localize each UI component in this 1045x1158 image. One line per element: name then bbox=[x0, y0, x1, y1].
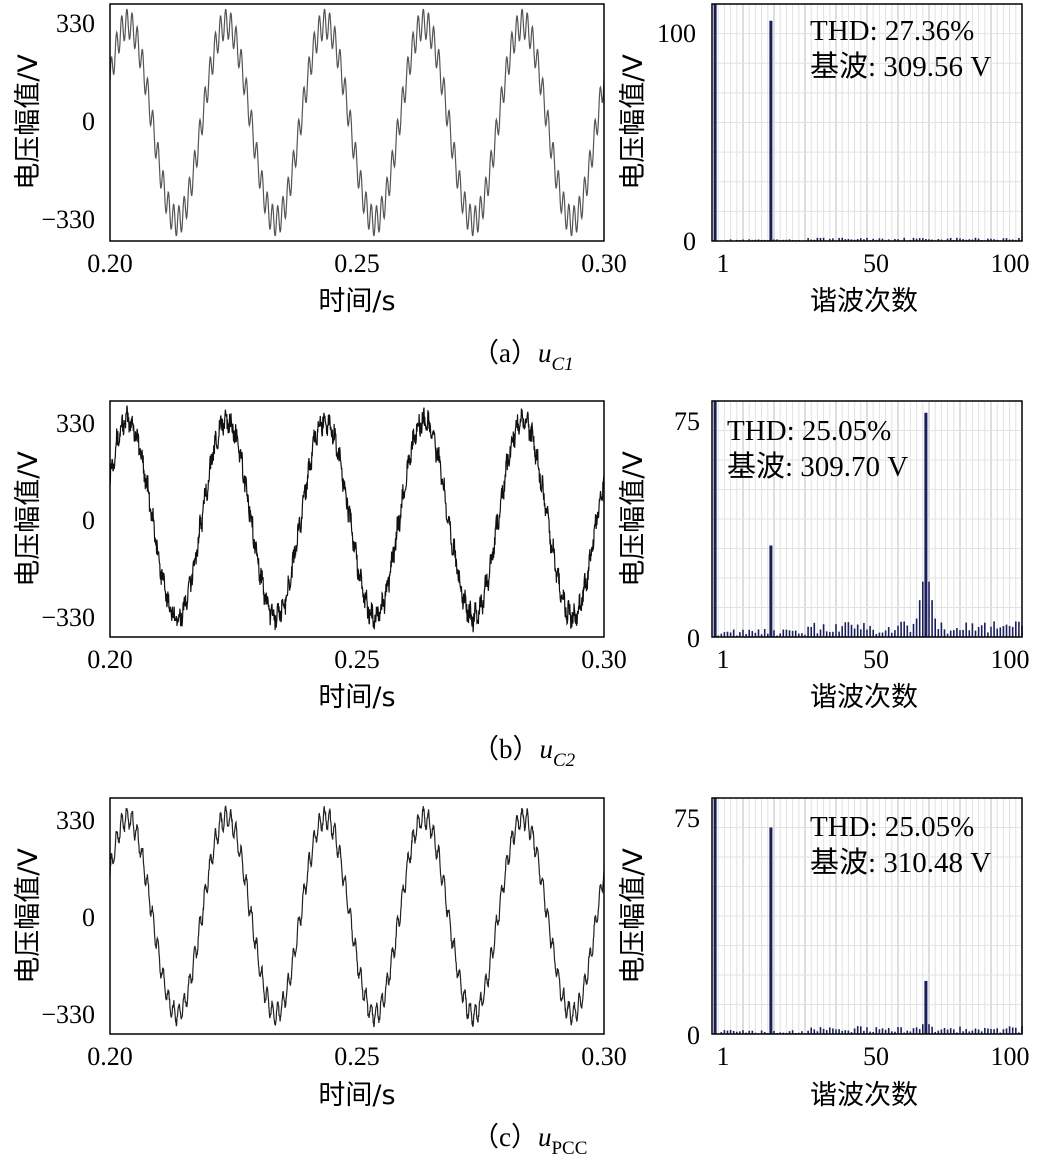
wave-xtick-left: 0.20 bbox=[87, 249, 133, 278]
caption-symbol: u bbox=[538, 1122, 552, 1152]
thd-annotation: THD: 27.36% bbox=[810, 15, 974, 47]
caption-b: （b）uC2 bbox=[472, 734, 576, 771]
wave-plot bbox=[109, 8, 605, 237]
caption-symbol: u bbox=[540, 734, 554, 764]
spec-xtick-1: 1 bbox=[717, 1042, 730, 1071]
wave-ytick-bottom: −330 bbox=[41, 205, 95, 234]
fundamental-annotation: 基波: 309.70 V bbox=[727, 450, 908, 483]
wave-frame bbox=[109, 797, 605, 1035]
row-c: 330 0 −330 0.20 0.25 0.30 时间/s 电压幅值/V 75… bbox=[13, 797, 1030, 1158]
caption-symbol: u bbox=[538, 338, 552, 368]
wave-ylabel: 电压幅值/V bbox=[13, 54, 44, 190]
thd-annotation: THD: 25.05% bbox=[727, 415, 891, 447]
wave-ytick-bottom: −330 bbox=[41, 1000, 95, 1029]
spec-xlabel: 谐波次数 bbox=[810, 286, 918, 317]
caption-c: （c）uPCC bbox=[472, 1122, 587, 1158]
spec-frame bbox=[711, 400, 1023, 638]
wave-plot bbox=[109, 405, 605, 633]
wave-xtick-mid: 0.25 bbox=[334, 1042, 380, 1071]
row-a: 330 0 −330 0.20 0.25 0.30 时间/s 电压幅值/V 10… bbox=[13, 3, 1030, 375]
waveform-series-line bbox=[109, 805, 605, 1028]
caption-subscript: C2 bbox=[553, 750, 576, 771]
caption-a: （a）uC1 bbox=[472, 338, 574, 375]
wave-xtick-right: 0.30 bbox=[581, 645, 627, 674]
wave-xlabel: 时间/s bbox=[318, 682, 395, 713]
spec-grid bbox=[712, 798, 1022, 1034]
waveform-panel-b: 330 0 −330 0.20 0.25 0.30 时间/s 电压幅值/V bbox=[13, 400, 627, 713]
spectrum-panel-c: 75 0 THD: 25.05% 基波: 310.48 V 1 50 100 谐… bbox=[618, 797, 1030, 1111]
wave-frame bbox=[109, 400, 605, 638]
wave-xtick-left: 0.20 bbox=[87, 1042, 133, 1071]
spec-frame bbox=[711, 3, 1023, 242]
wave-ylabel: 电压幅值/V bbox=[13, 451, 44, 587]
spec-ylabel: 电压幅值/V bbox=[618, 451, 649, 587]
spec-ytick-bottom: 0 bbox=[687, 624, 700, 653]
spec-frame bbox=[711, 797, 1023, 1035]
spec-ytick-bottom: 0 bbox=[687, 1021, 700, 1050]
spec-xtick-100: 100 bbox=[991, 249, 1030, 278]
wave-xtick-left: 0.20 bbox=[87, 645, 133, 674]
fundamental-annotation: 基波: 309.56 V bbox=[810, 50, 991, 83]
spec-xtick-50: 50 bbox=[863, 249, 889, 278]
row-b: 330 0 −330 0.20 0.25 0.30 时间/s 电压幅值/V 75… bbox=[13, 400, 1030, 771]
wave-ytick-top: 330 bbox=[56, 409, 95, 438]
wave-ytick-top: 330 bbox=[56, 806, 95, 835]
waveform-panel-c: 330 0 −330 0.20 0.25 0.30 时间/s 电压幅值/V bbox=[13, 797, 627, 1111]
wave-frame bbox=[109, 3, 605, 242]
spec-grid bbox=[712, 4, 1022, 241]
wave-xtick-mid: 0.25 bbox=[334, 249, 380, 278]
wave-ytick-top: 330 bbox=[56, 9, 95, 38]
thd-annotation: THD: 25.05% bbox=[810, 811, 974, 843]
wave-xtick-right: 0.30 bbox=[581, 249, 627, 278]
wave-ytick-mid: 0 bbox=[82, 903, 95, 932]
spectrum-panel-b: 75 0 THD: 25.05% 基波: 309.70 V 1 50 100 谐… bbox=[618, 400, 1030, 713]
spec-ytick-top: 100 bbox=[657, 19, 696, 48]
spec-grid bbox=[712, 401, 1022, 637]
spec-bars bbox=[713, 401, 1023, 637]
caption-subscript: C1 bbox=[551, 354, 573, 375]
wave-ytick-bottom: −330 bbox=[41, 603, 95, 632]
spec-xtick-50: 50 bbox=[863, 645, 889, 674]
spec-ytick-top: 75 bbox=[674, 407, 700, 436]
wave-xtick-mid: 0.25 bbox=[334, 645, 380, 674]
spectrum-panel-a: 100 0 THD: 27.36% 基波: 309.56 V 1 50 100 … bbox=[618, 3, 1030, 317]
wave-ytick-mid: 0 bbox=[82, 107, 95, 136]
spec-ytick-bottom: 0 bbox=[683, 227, 696, 256]
wave-xlabel: 时间/s bbox=[318, 1080, 395, 1111]
spec-xtick-1: 1 bbox=[717, 249, 730, 278]
waveform-panel-a: 330 0 −330 0.20 0.25 0.30 时间/s 电压幅值/V bbox=[13, 3, 627, 317]
wave-xlabel: 时间/s bbox=[318, 286, 395, 317]
waveform-series-line bbox=[109, 8, 605, 237]
spec-xlabel: 谐波次数 bbox=[810, 682, 918, 713]
spec-xtick-100: 100 bbox=[991, 645, 1030, 674]
caption-subscript: PCC bbox=[551, 1138, 587, 1158]
caption-prefix: （c） bbox=[472, 1122, 538, 1152]
caption-prefix: （b） bbox=[472, 734, 540, 764]
spec-xtick-100: 100 bbox=[991, 1042, 1030, 1071]
fundamental-annotation: 基波: 310.48 V bbox=[810, 846, 991, 879]
spec-xtick-1: 1 bbox=[717, 645, 730, 674]
spec-xlabel: 谐波次数 bbox=[810, 1080, 918, 1111]
spec-xtick-50: 50 bbox=[863, 1042, 889, 1071]
wave-ytick-mid: 0 bbox=[82, 506, 95, 535]
wave-ylabel: 电压幅值/V bbox=[13, 848, 44, 984]
wave-plot bbox=[109, 805, 605, 1028]
spec-ylabel: 电压幅值/V bbox=[618, 848, 649, 984]
wave-xtick-right: 0.30 bbox=[581, 1042, 627, 1071]
caption-prefix: （a） bbox=[472, 338, 538, 368]
spec-ytick-top: 75 bbox=[674, 804, 700, 833]
spec-ylabel: 电压幅值/V bbox=[618, 54, 649, 190]
spec-bars bbox=[713, 798, 1023, 1034]
waveform-series-line bbox=[109, 405, 605, 633]
